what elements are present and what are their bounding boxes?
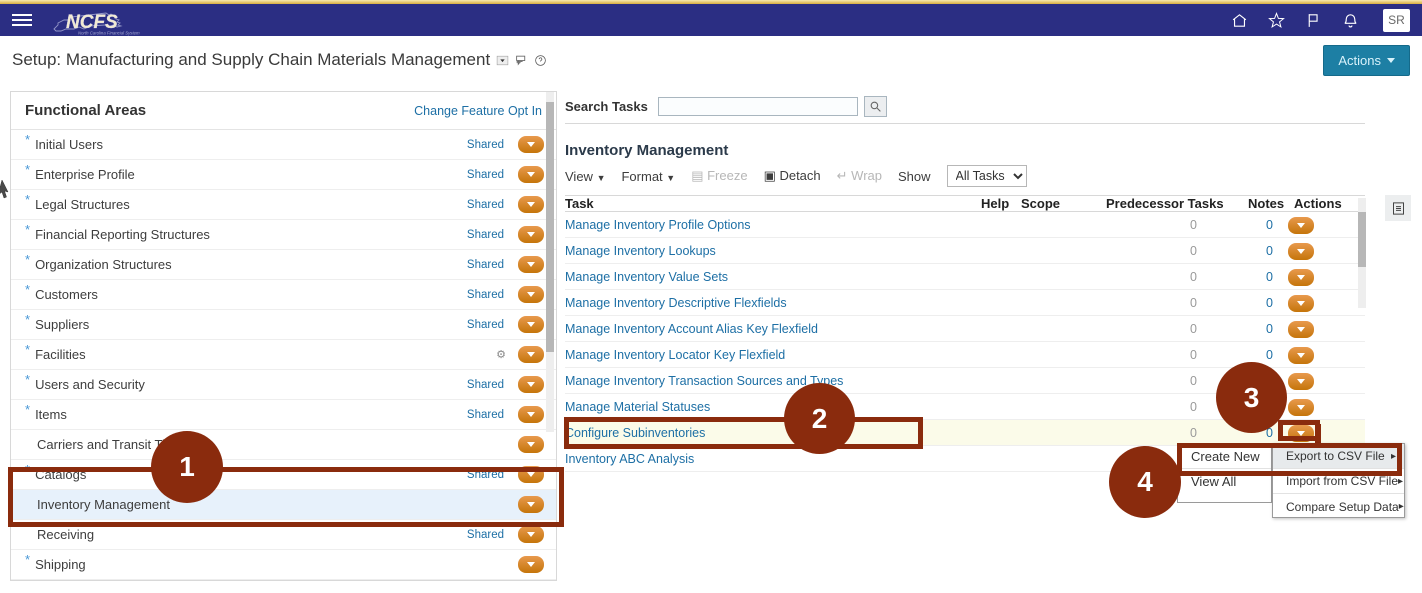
svg-text:North Carolina Financial Syste: North Carolina Financial System [78, 31, 140, 36]
